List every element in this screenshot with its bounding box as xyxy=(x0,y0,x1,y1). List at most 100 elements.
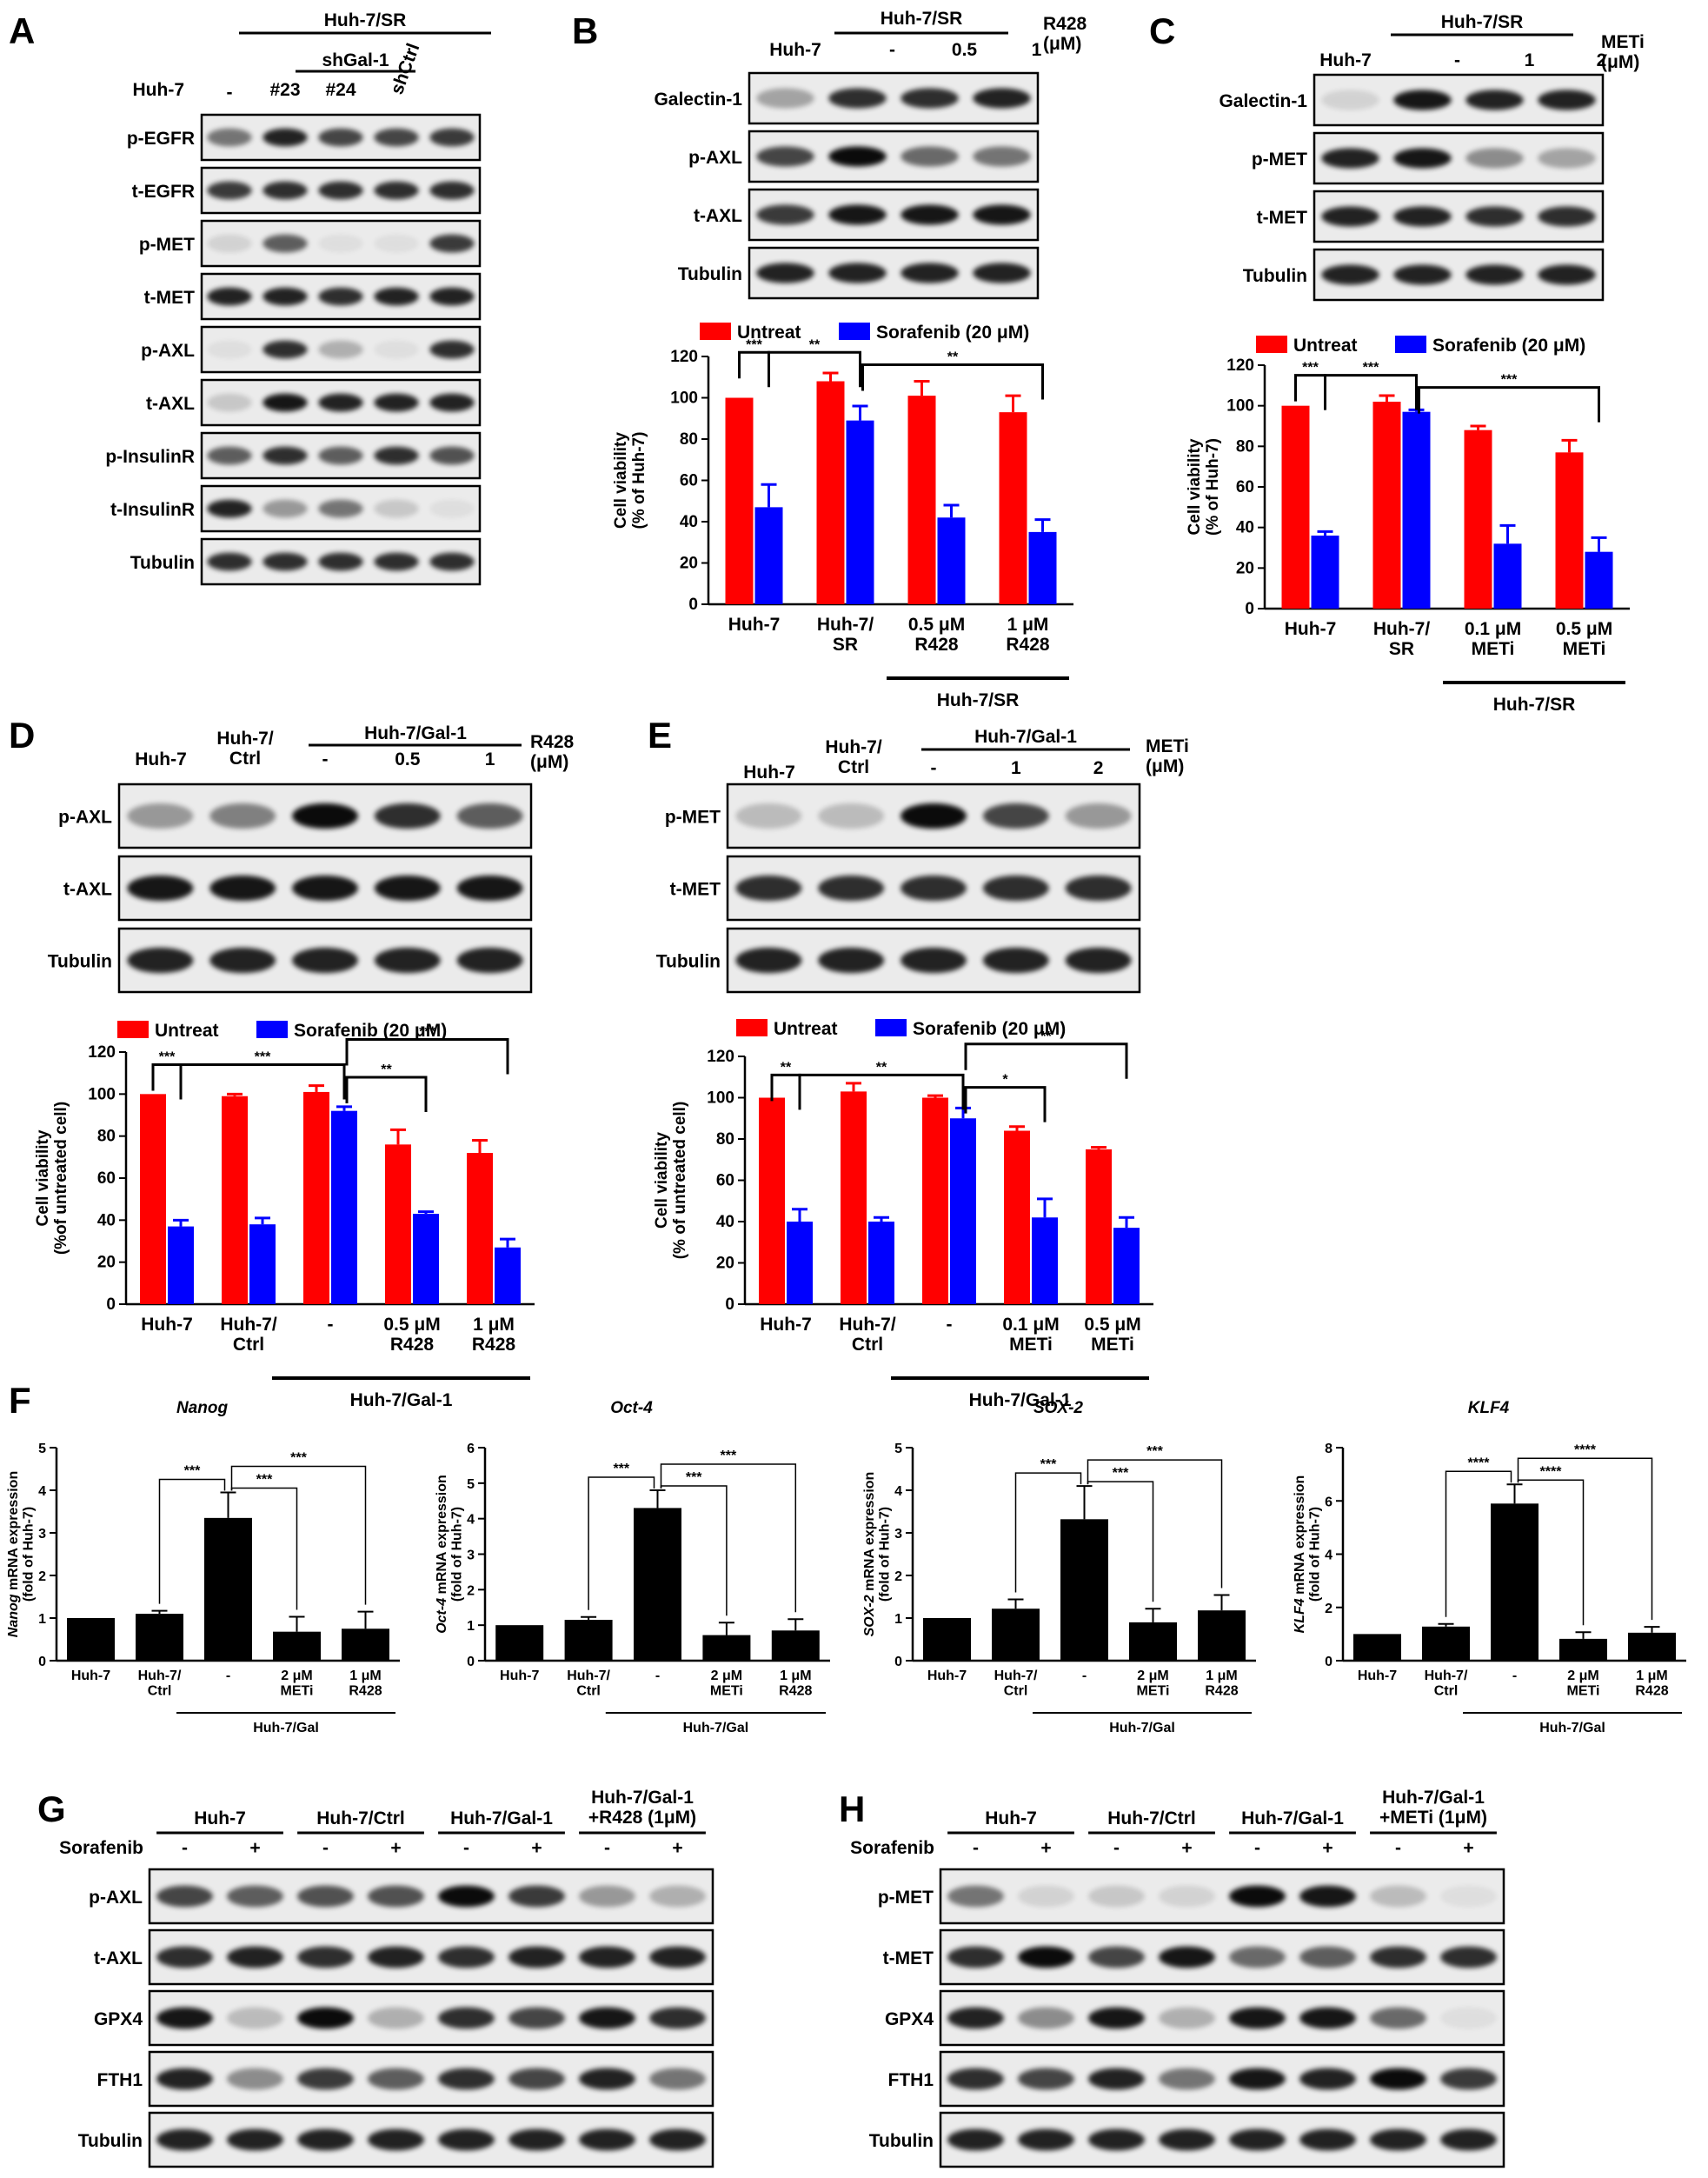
bar xyxy=(634,1508,681,1661)
blot-band xyxy=(374,234,419,253)
blot-band xyxy=(1465,148,1524,169)
lane-label: - xyxy=(227,83,233,103)
x-tick-label: Huh-7/Ctrl xyxy=(1425,1668,1468,1699)
significance-label: ** xyxy=(876,1060,887,1075)
y-tick-label: 4 xyxy=(467,1513,475,1528)
x-tick-label: - xyxy=(947,1315,953,1335)
blot-panel-d: p-AXL t-AXL Tubulin Huh-7 Huh-7/Ctrl - 0.5 1 Huh… xyxy=(48,723,575,994)
blot-row-label: t-MET xyxy=(883,1948,934,1968)
blot-band xyxy=(263,181,308,200)
blot-band xyxy=(1538,148,1596,169)
chart-panel-c-1: 0 20 40 60 80 100 120 Cell viability(% of Huh-7… xyxy=(1186,0,1630,715)
lane-label: Huh-7 xyxy=(769,40,821,60)
blot-strip xyxy=(748,246,1040,300)
lane-label: - xyxy=(931,758,937,778)
significance-bracket xyxy=(158,1478,226,1604)
blot-band xyxy=(579,2007,635,2029)
blot-band xyxy=(1393,264,1452,285)
chart-title: Nanog xyxy=(176,1399,229,1417)
blot-band xyxy=(1088,2068,1145,2090)
x-tick-label: 2 μM METi xyxy=(710,1668,743,1699)
bar xyxy=(140,1094,166,1304)
bar xyxy=(467,1153,493,1304)
x-tick-label: Huh-7/SR xyxy=(1373,619,1430,659)
blot-band xyxy=(209,947,276,974)
blot-row-label: Tubulin xyxy=(678,264,742,284)
x-tick-label: - xyxy=(226,1668,230,1683)
significance-label: *** xyxy=(686,1470,702,1485)
x-tick-label: - xyxy=(655,1668,660,1683)
blot-band xyxy=(156,2068,213,2090)
blot-band xyxy=(1321,264,1379,285)
bar xyxy=(1113,1228,1140,1304)
blot-band xyxy=(973,204,1031,225)
panel-letter-b: B xyxy=(572,10,598,51)
blot-band xyxy=(508,2007,565,2029)
blot-band xyxy=(973,263,1031,283)
group-label: Huh-7 xyxy=(194,1808,246,1828)
bar xyxy=(222,1096,248,1304)
y-tick-label: 2 xyxy=(38,1569,46,1584)
x-tick-label: Huh-7/Ctrl xyxy=(138,1668,182,1699)
blot-band xyxy=(1229,1946,1286,1968)
significance-bracket xyxy=(1418,386,1600,423)
blot-row-label: Tubulin xyxy=(1243,266,1307,286)
significance-label: *** xyxy=(290,1450,307,1465)
unit-label: METi (μM) xyxy=(1146,736,1189,776)
blot-band xyxy=(1538,264,1596,285)
bar xyxy=(999,412,1027,604)
lane-label: Huh-7 xyxy=(743,763,795,783)
group-label: Huh-7/SR xyxy=(881,9,963,29)
lane-sign: + xyxy=(249,1838,260,1858)
bar xyxy=(1585,551,1613,609)
x-tick-label: Huh-7 xyxy=(927,1668,967,1683)
group-label: Huh-7 xyxy=(985,1808,1037,1828)
blot-band xyxy=(318,287,363,306)
blot-band xyxy=(227,1885,283,1908)
blot-band xyxy=(1018,1885,1074,1908)
panel-letter-d: D xyxy=(9,715,35,756)
blot-band xyxy=(1159,2128,1215,2151)
blot-band xyxy=(901,947,967,974)
blot-band xyxy=(1321,90,1379,110)
y-tick-label: 100 xyxy=(88,1085,116,1103)
legend-label: Untreat xyxy=(774,1019,838,1039)
x-tick-label: - xyxy=(1082,1668,1087,1683)
blot-band xyxy=(374,340,419,359)
bar xyxy=(868,1222,894,1304)
blot-band xyxy=(1229,2068,1286,2090)
blot-band xyxy=(649,2007,706,2029)
blot-band xyxy=(1299,2007,1356,2029)
x-tick-label: 2 μM METi xyxy=(1567,1668,1600,1699)
significance-label: **** xyxy=(1540,1464,1563,1479)
blot-row-label: p-MET xyxy=(878,1888,934,1908)
y-tick-label: 80 xyxy=(680,430,698,449)
bar xyxy=(1402,411,1431,609)
bar xyxy=(564,1620,613,1661)
group-label: Huh-7/Gal xyxy=(683,1721,749,1735)
blot-band xyxy=(156,2007,213,2029)
group-label: Huh-7/Gal xyxy=(253,1721,319,1735)
blot-band xyxy=(368,2007,424,2029)
blot-band xyxy=(227,2128,283,2151)
blot-band xyxy=(1159,2068,1215,2090)
bar xyxy=(1032,1217,1058,1304)
blot-band xyxy=(1065,947,1132,974)
y-tick-label: 40 xyxy=(680,513,698,531)
blot-band xyxy=(1229,2128,1286,2151)
x-tick-label: Huh-7/Ctrl xyxy=(994,1668,1038,1699)
blot-band xyxy=(1088,1885,1145,1908)
treatment-label: Sorafenib xyxy=(59,1838,143,1858)
significance-label: *** xyxy=(184,1463,201,1478)
blot-panel-g: p-AXL t-AXL GPX4 FTH1 Tubulin Sorafenib - + - + - +… xyxy=(59,1788,714,2168)
lane-label: Huh-7/Ctrl xyxy=(825,737,881,777)
group-label: Huh-7/Gal-1 xyxy=(1241,1808,1344,1828)
blot-band xyxy=(947,1946,1004,1968)
y-tick-label: 80 xyxy=(716,1130,734,1149)
y-tick-label: 60 xyxy=(716,1172,734,1190)
x-tick-label: 0.5 μM METi xyxy=(1556,619,1612,659)
blot-band xyxy=(438,2068,495,2090)
bar xyxy=(1372,402,1401,609)
blot-band xyxy=(1440,2128,1497,2151)
blot-band xyxy=(1065,803,1132,829)
